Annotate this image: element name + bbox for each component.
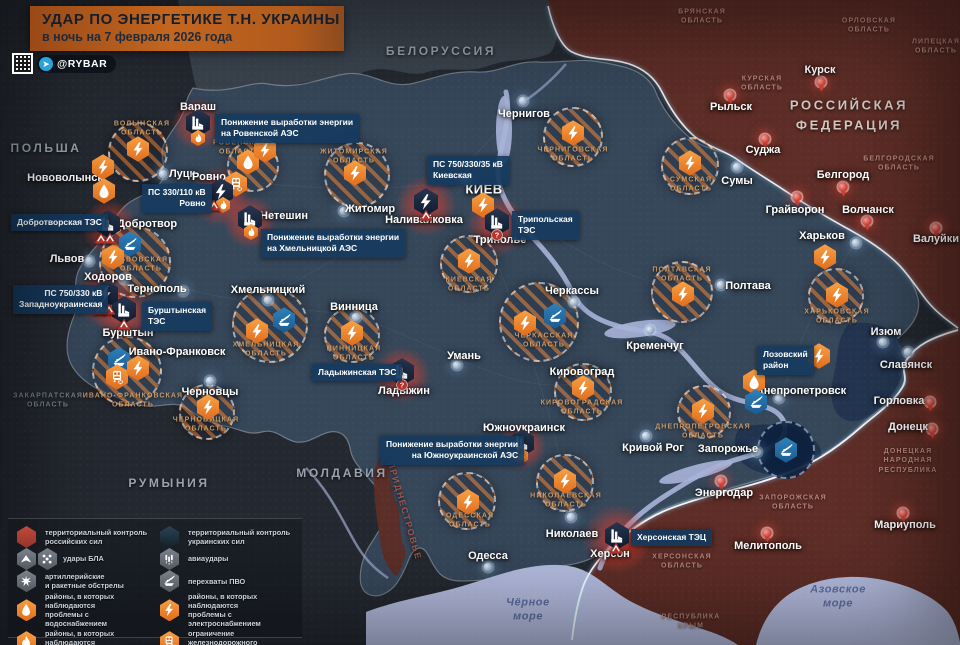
legend-icon-group: [160, 526, 182, 549]
legend-column-right: территориальный контроль украинских сил ав…: [160, 526, 293, 645]
title-banner: УДАР ПО ЭНЕРГЕТИКЕ Т.Н. УКРАИНЫ в ночь н…: [30, 6, 344, 51]
kremenchuk-reservoir: [604, 319, 676, 339]
telegram-icon: ➤: [39, 57, 53, 71]
map-title: УДАР ПО ЭНЕРГЕТИКЕ Т.Н. УКРАИНЫ: [42, 11, 340, 28]
legend-label: авиаудары: [188, 554, 229, 564]
legend-avia-icon: [160, 548, 179, 571]
legend-label: удары БЛА: [63, 554, 104, 564]
kyiv-reservoir: [496, 96, 512, 164]
legend-lightning-icon: [160, 599, 179, 622]
legend-artillery-icon: [17, 570, 36, 593]
legend-row: удары БЛА: [17, 548, 150, 571]
legend-icon-group: [17, 526, 39, 549]
qr-code: [12, 53, 33, 74]
legend-control-icon: [17, 526, 36, 549]
legend-icon-group: [160, 631, 182, 645]
legend-icon-group: [17, 631, 39, 645]
black-sea: [366, 564, 738, 645]
legend-water-icon: [17, 599, 36, 622]
russia-area-north: [548, 0, 960, 330]
qr-pattern: [14, 55, 31, 72]
dniester-river: [305, 467, 389, 580]
front-line-north: [547, 5, 959, 329]
legend-icon-group: [17, 570, 39, 593]
legend-label: перехваты ПВО: [188, 576, 246, 586]
map-subtitle: в ночь на 7 февраля 2026 года: [42, 30, 233, 44]
legend-row: перехваты ПВО: [160, 570, 293, 593]
channel-handle: @RYBAR: [57, 58, 108, 70]
legend-column-left: территориальный контроль российских сил уд…: [17, 526, 150, 645]
legend-row: территориальный контроль российских сил: [17, 526, 150, 549]
legend-label: территориальный контроль украинских сил: [188, 527, 291, 547]
legend-label: территориальный контроль российских сил: [45, 527, 148, 547]
kakhovka-reservoir: [659, 460, 733, 484]
legend-pvo-icon: [160, 570, 179, 593]
legend-icon-group: [17, 599, 39, 622]
legend-row: территориальный контроль украинских сил: [160, 526, 293, 549]
ua-dark-patch-izium: [831, 322, 905, 422]
desna-river: [525, 63, 567, 102]
legend-icon-group: [160, 599, 182, 622]
legend-icon-group: [17, 548, 57, 571]
telegram-badge: ➤ @RYBAR: [37, 55, 117, 73]
russia-area-southeast: [572, 325, 960, 645]
legend-bla1-icon: [17, 548, 36, 571]
legend-row: артиллерийские и ракетные обстрелы: [17, 570, 150, 593]
azov-sea: [756, 576, 960, 645]
legend-label: артиллерийские и ракетные обстрелы: [45, 571, 124, 591]
legend-train-icon: [160, 631, 179, 645]
legend-bla2-icon: [38, 548, 57, 571]
legend-panel: территориальный контроль российских сил уд…: [8, 518, 302, 645]
legend-flame-icon: [17, 631, 36, 645]
legend-icon-group: [160, 570, 182, 593]
legend-control-icon: [160, 526, 179, 549]
transnistria-strip: [374, 452, 406, 576]
legend-icon-group: [160, 548, 182, 571]
legend-row: авиаудары: [160, 548, 293, 571]
